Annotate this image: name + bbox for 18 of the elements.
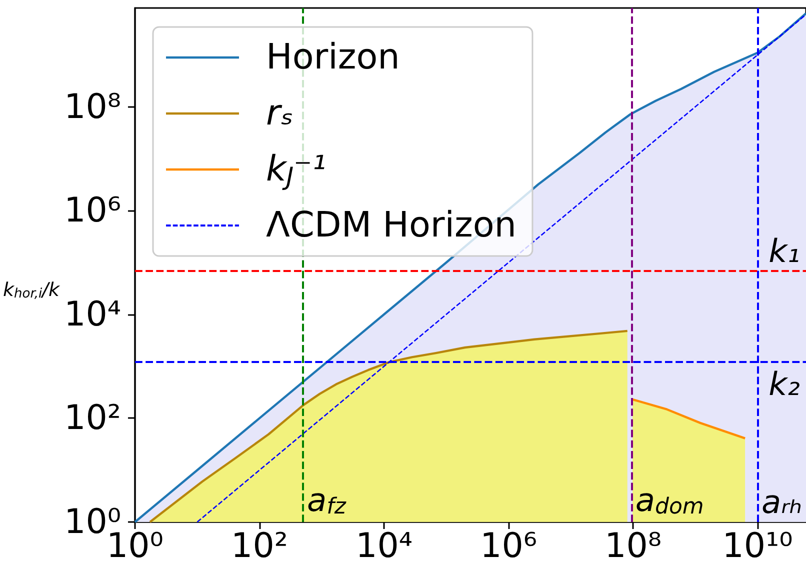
- x-tick-label: 10⁴: [356, 526, 412, 565]
- x-tick-label: 10⁸: [604, 526, 662, 565]
- ref-line-label: afz: [307, 481, 346, 520]
- ref-line-label: k₁: [768, 232, 800, 270]
- ref-line-label: adom: [635, 481, 704, 520]
- y-axis-title: khor,i/k: [3, 279, 60, 302]
- y-tick-label: 10²: [64, 398, 121, 438]
- x-tick-label: 10²: [231, 526, 288, 565]
- y-tick-label: 10⁴: [64, 294, 121, 334]
- ref-line-label: aᵣₕ: [762, 483, 802, 521]
- y-tick-label: 10⁶: [64, 190, 121, 231]
- ref-line-label: k₂: [768, 365, 800, 404]
- x-tick-label: 10¹⁰: [722, 526, 793, 565]
- legend-label: ΛCDM Horizon: [266, 206, 516, 246]
- legend-label: rₛ: [266, 94, 294, 134]
- y-tick-label: 10⁸: [64, 86, 121, 127]
- x-tick-label: 10⁶: [480, 526, 537, 565]
- legend-label: Horizon: [266, 38, 400, 78]
